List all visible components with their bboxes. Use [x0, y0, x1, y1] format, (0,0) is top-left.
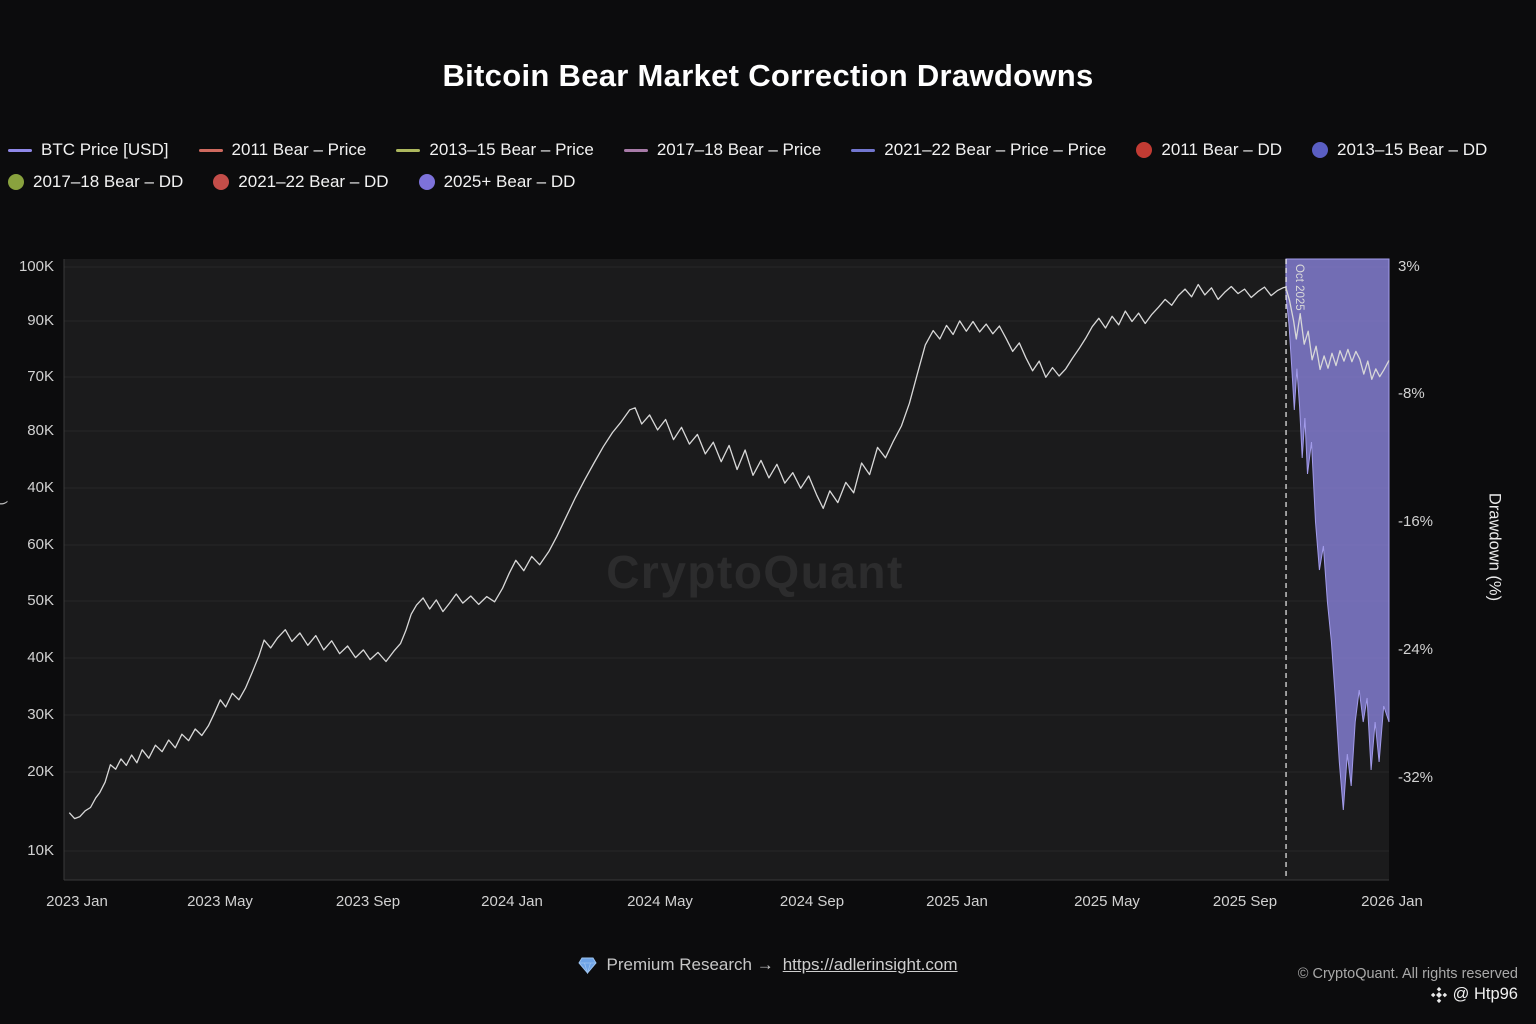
y-axis-tick-left: 80K [27, 422, 54, 439]
legend-item-2013-15-bear-price[interactable]: 2013–15 Bear – Price [396, 140, 594, 160]
gem-icon [578, 957, 598, 974]
y-axis-tick-right: -32% [1398, 769, 1434, 786]
y-axis-tick-left: 40K [27, 649, 54, 666]
x-axis-tick: 2025 Jan [926, 893, 988, 910]
line-swatch-btc-price-usd [8, 148, 32, 152]
x-axis-tick: 2024 May [627, 893, 693, 910]
handle-text: @ Htp96 [1452, 985, 1518, 1003]
copyright-text: © CryptoQuant. All rights reserved [1297, 966, 1518, 982]
dot-swatch-2013-15-bear-dd [1312, 142, 1329, 158]
legend-label: 2025+ Bear – DD [443, 172, 576, 191]
chart-legend: BTC Price [USD] 2011 Bear – Price 2013–15 … [8, 140, 1488, 192]
x-axis-tick: 2024 Sep [779, 893, 845, 910]
legend-label: 2017–18 Bear – Price [656, 140, 822, 159]
legend-item-btc-price-usd[interactable]: BTC Price [USD] [8, 140, 169, 160]
page-title: Bitcoin Bear Market Correction Drawdowns [442, 58, 1094, 93]
btc-price-line [68, 283, 1390, 820]
y-axis-tick-right: -8% [1398, 385, 1425, 402]
dot-swatch-2017-18-bear-dd [8, 174, 24, 190]
legend-item-2017-18-bear-dd[interactable]: 2017–18 Bear – DD [8, 172, 183, 192]
legend-label: 2011 Bear – Price [231, 140, 367, 159]
x-axis-tick: 2023 May [187, 893, 253, 910]
x-axis-tick: 2026 Jan [1361, 893, 1423, 910]
left-axis-label: ( [0, 501, 7, 506]
x-axis-tick: 2025 Sep [1212, 893, 1278, 910]
y-axis-tick-left: 50K [27, 592, 54, 609]
right-axis-title: Drawdown (%) [1485, 492, 1504, 602]
dot-swatch-2011-bear-dd [1136, 142, 1153, 158]
y-axis-tick-left: 20K [27, 763, 54, 780]
legend-label: 2013–15 Bear – DD [1337, 140, 1488, 159]
legend-item-2011-bear-price[interactable]: 2011 Bear – Price [198, 140, 367, 160]
line-swatch-2013-15-bear-price [396, 148, 421, 152]
dot-swatch-2021-22-bear-dd [213, 174, 230, 190]
y-axis-tick-left: 30K [27, 706, 54, 723]
y-axis-tick-left: 100K [18, 258, 54, 275]
legend-item-2011-bear-dd[interactable]: 2011 Bear – DD [1136, 140, 1282, 160]
adlerinsight-link[interactable]: https://adlerinsight.com [782, 955, 958, 974]
y-axis-tick-left: 70K [27, 368, 54, 385]
plot-area[interactable] [64, 259, 1389, 880]
dot-swatch-2025-bear-dd [418, 174, 435, 190]
legend-item-2013-15-bear-dd[interactable]: 2013–15 Bear – DD [1312, 140, 1487, 160]
y-axis-tick-right: -24% [1398, 641, 1434, 658]
binance-logo-icon [1430, 986, 1447, 1003]
legend-item-2025-bear-dd[interactable]: 2025+ Bear – DD [418, 172, 576, 192]
legend-item-2021-22-bear-price-price[interactable]: 2021–22 Bear – Price – Price [851, 140, 1106, 160]
x-axis-tick: 2024 Jan [481, 893, 543, 910]
annotation-label: Oct 2025 [1293, 264, 1305, 311]
y-axis-tick-right: -16% [1398, 513, 1434, 530]
legend-label: 2017–18 Bear – DD [33, 172, 184, 191]
y-axis-tick-right: 3% [1398, 258, 1420, 275]
legend-label: 2021–22 Bear – Price – Price [884, 140, 1107, 159]
author-handle: @ Htp96 [1430, 985, 1518, 1004]
legend-label: 2021–22 Bear – DD [238, 172, 389, 191]
y-axis-tick-left: 60K [27, 536, 54, 553]
legend-item-2021-22-bear-dd[interactable]: 2021–22 Bear – DD [213, 172, 389, 192]
x-axis-tick: 2023 Jan [46, 893, 108, 910]
legend-label: 2013–15 Bear – Price [429, 140, 594, 159]
legend-item-2017-18-bear-price[interactable]: 2017–18 Bear – Price [623, 140, 822, 160]
line-swatch-2021-22-bear-price-price [851, 148, 876, 152]
x-axis-tick: 2025 May [1074, 893, 1140, 910]
y-axis-tick-left: 90K [27, 312, 54, 329]
legend-label: BTC Price [USD] [41, 140, 169, 159]
line-swatch-2017-18-bear-price [623, 148, 648, 152]
footer: Premium Research → https://adlerinsight.… [0, 955, 1536, 975]
x-axis-tick: 2023 Sep [335, 893, 401, 910]
drawdown-area-2025 [1285, 258, 1390, 811]
premium-research-text: Premium Research → [606, 955, 774, 974]
y-axis-tick-left: 10K [27, 842, 54, 859]
footer-right: © CryptoQuant. All rights reserved @ Htp… [1298, 966, 1518, 1004]
line-swatch-2011-bear-price [198, 148, 223, 152]
y-axis-tick-left: 40K [27, 479, 54, 496]
legend-label: 2011 Bear – DD [1161, 140, 1283, 159]
